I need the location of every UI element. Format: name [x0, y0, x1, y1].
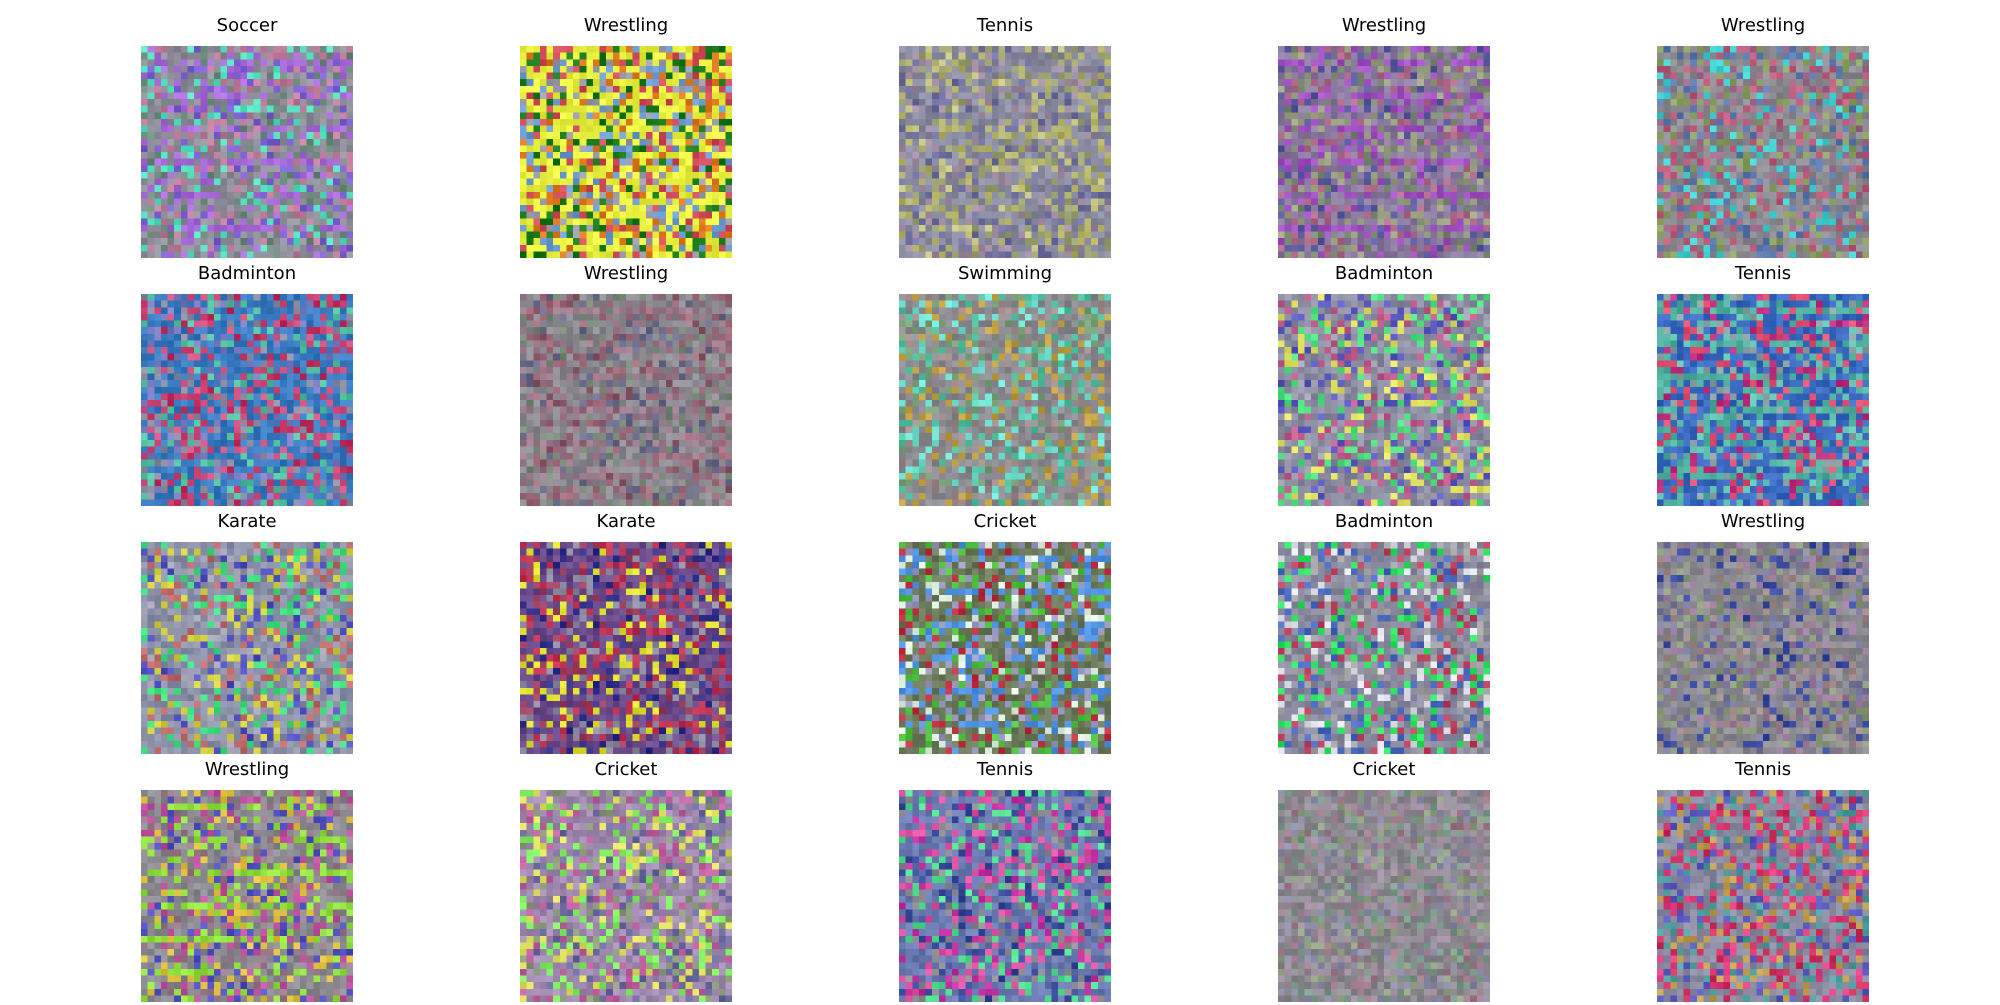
tile-title: Tennis — [976, 15, 1034, 36]
image-tile: Tennis — [1657, 755, 1869, 1005]
image-tile: Tennis — [899, 11, 1111, 261]
tile-title: Swimming — [957, 263, 1053, 284]
pixelated-sport-image — [1657, 46, 1869, 258]
image-tile: Wrestling — [1657, 11, 1869, 261]
pixelated-sport-image — [141, 46, 353, 258]
image-tile: Badminton — [1278, 259, 1490, 509]
pixelated-sport-image — [1278, 46, 1490, 258]
image-tile: Karate — [520, 507, 732, 757]
pixelated-sport-image — [1278, 542, 1490, 754]
pixelated-sport-image — [1657, 542, 1869, 754]
image-tile: Swimming — [899, 259, 1111, 509]
pixelated-sport-image — [1278, 294, 1490, 506]
tile-title: Karate — [217, 511, 277, 532]
tile-title: Tennis — [1734, 759, 1792, 780]
image-tile: Soccer — [141, 11, 353, 261]
tile-title: Cricket — [594, 759, 658, 780]
pixelated-sport-image — [520, 294, 732, 506]
image-tile: Wrestling — [520, 11, 732, 261]
tile-title: Cricket — [1352, 759, 1416, 780]
image-tile: Badminton — [1278, 507, 1490, 757]
image-tile: Cricket — [899, 507, 1111, 757]
tile-title: Badminton — [197, 263, 297, 284]
tile-title: Wrestling — [1720, 15, 1806, 36]
tile-title: Wrestling — [204, 759, 290, 780]
image-tile: Wrestling — [141, 755, 353, 1005]
image-tile: Karate — [141, 507, 353, 757]
pixelated-sport-image — [1657, 294, 1869, 506]
pixelated-sport-image — [1278, 790, 1490, 1002]
tile-title: Wrestling — [583, 263, 669, 284]
pixelated-sport-image — [899, 46, 1111, 258]
image-tile: Wrestling — [1657, 507, 1869, 757]
tile-title: Wrestling — [583, 15, 669, 36]
pixelated-sport-image — [899, 790, 1111, 1002]
tile-title: Tennis — [1734, 263, 1792, 284]
image-tile: Cricket — [520, 755, 732, 1005]
tile-title: Badminton — [1334, 263, 1434, 284]
pixelated-sport-image — [1657, 790, 1869, 1002]
image-tile: Tennis — [1657, 259, 1869, 509]
pixelated-sport-image — [899, 294, 1111, 506]
tile-title: Karate — [596, 511, 656, 532]
image-tile: Cricket — [1278, 755, 1490, 1005]
pixelated-sport-image — [141, 790, 353, 1002]
pixelated-sport-image — [520, 790, 732, 1002]
pixelated-sport-image — [899, 542, 1111, 754]
pixelated-sport-image — [141, 294, 353, 506]
pixelated-sport-image — [520, 542, 732, 754]
tile-title: Wrestling — [1341, 15, 1427, 36]
pixelated-sport-image — [141, 542, 353, 754]
tile-title: Soccer — [216, 15, 278, 36]
tile-title: Tennis — [976, 759, 1034, 780]
tile-title: Wrestling — [1720, 511, 1806, 532]
tile-title: Badminton — [1334, 511, 1434, 532]
image-tile: Tennis — [899, 755, 1111, 1005]
image-tile: Badminton — [141, 259, 353, 509]
tile-title: Cricket — [973, 511, 1037, 532]
pixelated-sport-image — [520, 46, 732, 258]
image-tile: Wrestling — [520, 259, 732, 509]
image-tile: Wrestling — [1278, 11, 1490, 261]
